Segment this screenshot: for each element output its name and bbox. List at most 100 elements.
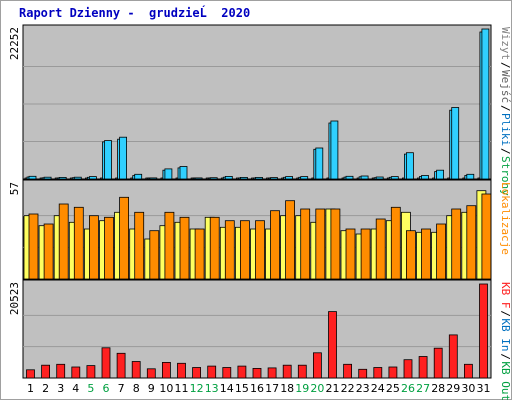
bar-lokalizacje-day-26 [405, 230, 416, 280]
bar-kb-f-day-5 [86, 365, 96, 379]
xtick-label-5: 5 [87, 382, 94, 395]
bar-pliki-day-19 [300, 176, 309, 180]
bar-kb-f-day-14 [222, 367, 232, 379]
bar-lokalizacje-day-6 [104, 216, 114, 280]
bar-kb-f-day-16 [252, 367, 262, 379]
bar-kb-f-day-17 [267, 367, 277, 379]
bar-pliki-day-10 [164, 168, 173, 180]
bar-lokalizacje-day-14 [224, 220, 235, 280]
bar-lokalizacje-day-19 [300, 208, 311, 280]
bar-lokalizacje-day-4 [73, 206, 84, 280]
bar-kb-f-day-12 [192, 367, 202, 379]
xtick-label-20: 20 [310, 382, 324, 395]
bar-lokalizacje-day-22 [345, 228, 356, 280]
bar-pliki-day-12 [194, 177, 203, 180]
xtick-label-3: 3 [57, 382, 64, 395]
legend-kb-in: KB In [499, 318, 512, 351]
legend-separator: / [499, 353, 512, 360]
bar-kb-f-day-20 [312, 352, 322, 379]
bar-pliki-day-9 [149, 177, 158, 180]
panel-top [22, 24, 492, 180]
legend-wejść: Wejść [499, 70, 512, 103]
bar-lokalizacje-day-2 [43, 223, 54, 280]
bar-kb-f-day-7 [116, 352, 126, 379]
bar-lokalizacje-day-1 [28, 213, 39, 280]
xtick-label-16: 16 [250, 382, 264, 395]
bar-pliki-day-21 [330, 120, 339, 180]
bar-lokalizacje-day-17 [270, 210, 280, 280]
bar-kb-f-day-1 [26, 369, 35, 379]
legend-kb-f: KB F [499, 282, 512, 309]
bar-lokalizacje-day-29 [451, 208, 462, 280]
bar-kb-f-day-30 [463, 363, 473, 379]
xtick-label-17: 17 [265, 382, 279, 395]
bar-kb-f-day-22 [343, 363, 353, 379]
bar-kb-f-day-6 [101, 347, 111, 379]
bar-pliki-day-28 [436, 169, 445, 180]
xtick-label-13: 13 [205, 382, 219, 395]
bar-lokalizacje-day-27 [421, 228, 431, 280]
xtick-label-31: 31 [477, 382, 491, 395]
bar-pliki-day-29 [451, 107, 460, 180]
xtick-label-1: 1 [27, 382, 34, 395]
bar-lokalizacje-day-13 [209, 216, 220, 280]
legend-separator: / [499, 105, 512, 112]
bar-lokalizacje-day-7 [119, 196, 129, 280]
bar-lokalizacje-day-5 [89, 215, 99, 280]
legend-wizyt: Wizyt [499, 27, 512, 60]
xtick-label-27: 27 [416, 382, 430, 395]
bar-pliki-day-13 [209, 177, 218, 180]
bar-kb-f-day-28 [433, 347, 443, 379]
bar-pliki-day-23 [360, 175, 369, 180]
bar-kb-f-day-3 [56, 363, 66, 379]
bar-kb-f-day-10 [161, 361, 171, 379]
bar-kb-f-day-26 [403, 359, 413, 379]
bar-pliki-day-22 [345, 175, 354, 180]
legend-separator: / [499, 148, 512, 155]
bar-pliki-day-6 [104, 140, 112, 180]
bar-pliki-day-5 [89, 176, 97, 180]
bar-lokalizacje-day-11 [179, 216, 190, 280]
ytick-label-middle: 57 [8, 182, 21, 195]
bar-lokalizacje-day-25 [390, 206, 401, 280]
chart-panels [22, 24, 492, 379]
ytick-label-top: 22252 [8, 27, 21, 60]
bar-lokalizacje-day-20 [315, 208, 326, 280]
xtick-label-30: 30 [461, 382, 475, 395]
bar-lokalizacje-day-28 [436, 223, 447, 280]
chart-bars [23, 28, 492, 379]
bar-lokalizacje-day-8 [134, 211, 145, 280]
bar-pliki-day-14 [224, 175, 233, 180]
bar-lokalizacje-day-12 [194, 228, 205, 280]
bar-lokalizacje-day-16 [255, 220, 265, 280]
xtick-label-29: 29 [446, 382, 460, 395]
bar-lokalizacje-day-31 [481, 193, 492, 280]
legend-strony: Strony [499, 156, 512, 196]
bar-pliki-day-11 [179, 166, 188, 180]
xtick-label-23: 23 [356, 382, 370, 395]
legend-lokalizacje: Lokalizacje [499, 182, 512, 255]
bar-pliki-day-25 [390, 176, 399, 180]
bar-kb-f-day-8 [131, 361, 141, 379]
legend-pliki: Pliki [499, 113, 512, 146]
panel-bottom [22, 279, 492, 379]
xtick-label-10: 10 [159, 382, 173, 395]
xtick-label-26: 26 [401, 382, 415, 395]
report-title: Raport Dzienny - grudzieĹ 2020 [19, 6, 251, 20]
bar-kb-f-day-4 [71, 366, 81, 379]
bar-kb-f-day-29 [448, 334, 458, 379]
xtick-label-9: 9 [148, 382, 155, 395]
bar-pliki-day-26 [405, 152, 414, 180]
bar-pliki-day-2 [43, 176, 52, 180]
bar-kb-f-day-31 [479, 283, 488, 379]
bar-pliki-day-8 [134, 173, 143, 180]
bar-pliki-day-31 [481, 28, 490, 180]
xtick-label-19: 19 [295, 382, 309, 395]
legend-separator: / [499, 62, 512, 69]
bar-pliki-day-1 [28, 175, 37, 180]
bar-pliki-day-24 [375, 176, 384, 180]
xtick-label-28: 28 [431, 382, 445, 395]
bar-pliki-day-16 [255, 176, 263, 180]
bar-kb-f-day-19 [297, 364, 307, 379]
